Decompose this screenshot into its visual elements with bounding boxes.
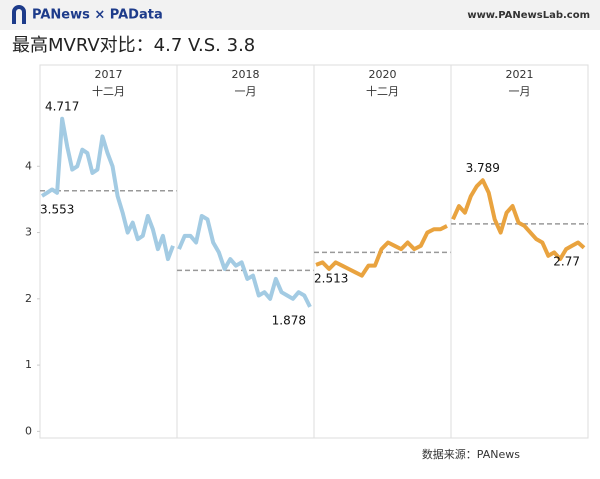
series-line [40,116,175,262]
site: www.PANewsLab.com [467,10,590,21]
y-tick-label: 4 [25,159,32,172]
y-tick-label: 0 [25,424,32,437]
value-label: 3.789 [466,161,500,175]
panel-year: 2018 [232,68,260,81]
panel-month: 一月 [509,85,531,98]
value-label: 4.717 [45,99,79,113]
panel-year: 2021 [506,68,534,81]
chart-title: 最高MVRV对比：4.7 V.S. 3.8 [12,35,255,56]
value-label: 2.513 [314,271,348,285]
value-label: 3.553 [40,202,74,216]
panel-month: 一月 [235,85,257,98]
logo [12,5,26,24]
y-tick-label: 2 [25,292,32,305]
source: 数据来源：PANews [422,447,520,461]
panel-month: 十二月 [366,84,399,98]
series-line [177,213,312,308]
brand: PANews × PAData [32,8,163,23]
series-line [315,224,448,278]
y-tick-label: 1 [25,358,32,371]
panel-year: 2020 [369,68,397,81]
y-tick-label: 3 [25,226,32,239]
panel-month: 十二月 [92,84,125,98]
panel-year: 2017 [95,68,123,81]
value-label: 1.878 [272,313,306,327]
value-label: 2.77 [553,254,580,268]
series-line [451,178,586,262]
header-bar [0,0,600,30]
